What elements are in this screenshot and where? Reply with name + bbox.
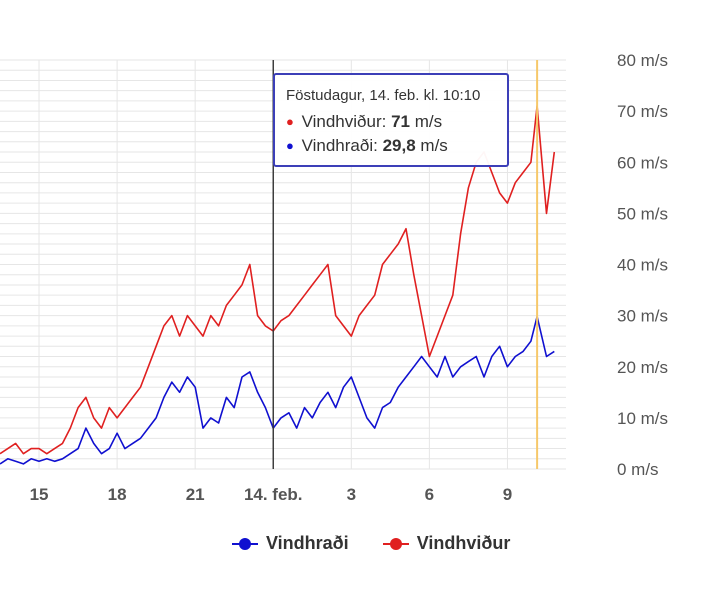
vindhradi-legend-icon [232,536,258,552]
tooltip-title: Föstudagur, 14. feb. kl. 10:10 [286,87,481,104]
y-tick-label: 50 m/s [617,204,668,223]
tooltip-label: Vindhviður: [301,112,387,131]
y-tick-label: 70 m/s [617,102,668,121]
axis-labels: 0 m/s 10 m/s 20 m/s 30 m/s 40 m/s 50 m/s 60 m/… [30,51,668,504]
y-tick-label: 0 m/s [617,460,659,479]
vindhvidur-dot-icon: ● [286,114,294,129]
x-tick-label: 14. feb. [244,485,303,504]
x-tick-label: 15 [30,485,49,504]
x-tick-label: 9 [503,485,512,504]
x-tick-label: 6 [425,485,434,504]
x-tick-label: 18 [108,485,127,504]
vindhvidur-legend-icon [382,536,409,552]
legend-item-vindhradi[interactable]: Vindhraði [232,533,349,554]
legend-item-vindhvidur[interactable]: Vindhviður [382,533,511,554]
legend-label: Vindhviður [416,533,511,553]
y-tick-label: 30 m/s [617,307,668,326]
y-tick-label: 20 m/s [617,358,668,377]
series-layer [0,105,556,465]
chart-legend: Vindhraði Vindhviður [232,533,510,554]
y-tick-label: 60 m/s [617,153,668,172]
y-tick-label: 10 m/s [617,409,668,428]
tooltip: Föstudagur, 14. feb. kl. 10:10 ● Vindhvi… [273,73,509,167]
y-tick-label: 80 m/s [617,51,668,70]
tooltip-row-vindhradi: ● Vindhraði: 29,8 m/s [286,134,507,158]
tooltip-unit: m/s [414,112,443,131]
vindhradi-dot-icon: ● [286,138,294,153]
tooltip-value: 29,8 [382,136,416,155]
tooltip-row-vindhvidur: ● Vindhviður: 71 m/s [286,110,507,134]
legend-label: Vindhraði [266,533,349,553]
series-line-vindhvidur [0,105,556,455]
x-tick-label: 3 [347,485,356,504]
y-tick-label: 40 m/s [617,256,668,275]
x-tick-label: 21 [186,485,205,504]
tooltip-value: 71 [391,112,410,131]
tooltip-label: Vindhraði: [301,136,378,155]
tooltip-unit: m/s [420,136,448,155]
series-line-vindhradi [0,315,555,465]
